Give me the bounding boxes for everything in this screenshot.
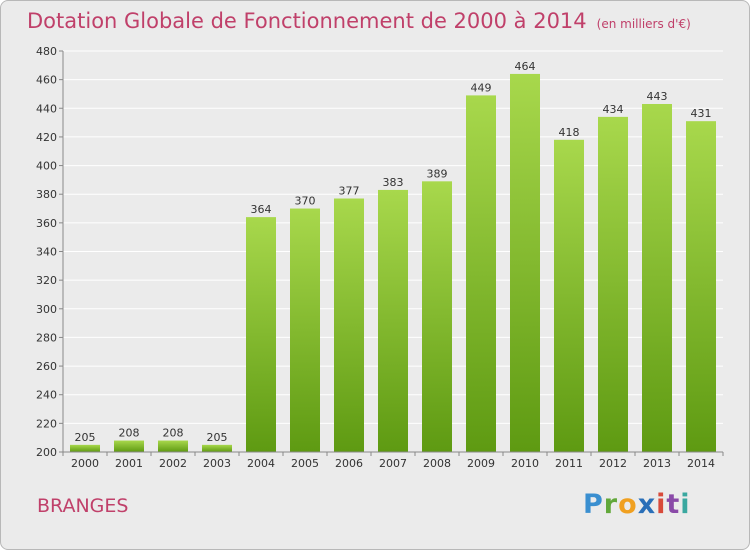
x-tick-label: 2013 [643,457,671,470]
data-label: 418 [559,126,580,139]
data-label: 205 [75,431,96,444]
bar [114,440,144,452]
bar [158,440,188,452]
x-tick-label: 2007 [379,457,407,470]
bar [246,217,276,452]
bar [70,444,100,452]
bar [202,444,232,452]
x-tick-label: 2002 [159,457,187,470]
y-tick-label: 280 [36,331,57,344]
axes: 200 220 240 260 280 300 320 340 360 380 400 420 440 4… [36,45,724,470]
x-tick-label: 2014 [687,457,715,470]
y-tick-label: 320 [36,274,57,287]
data-label: 464 [515,60,536,73]
y-tick-label: 220 [36,417,57,430]
x-tick-label: 2006 [335,457,363,470]
x-tick-label: 2012 [599,457,627,470]
x-tick-label: 2004 [247,457,275,470]
bar [466,95,496,453]
x-tick-label: 2005 [291,457,319,470]
y-tick-label: 260 [36,360,57,373]
data-label: 377 [339,185,360,198]
data-label: 370 [295,195,316,208]
y-tick-label: 340 [36,246,57,259]
bar [554,139,584,453]
bars: 205 208 208 205 364 370 377 383 389 449 464 418 434 4… [70,60,716,453]
y-tick-label: 300 [36,303,57,316]
data-label: 208 [119,427,140,440]
y-tick-label: 380 [36,188,57,201]
bar [378,189,408,453]
proxiti-logo: Proxiti [583,489,691,520]
data-label: 208 [163,427,184,440]
x-tick-label: 2001 [115,457,143,470]
y-tick-label: 460 [36,74,57,87]
y-tick-label: 400 [36,160,57,173]
y-tick-label: 240 [36,389,57,402]
y-tick-label: 200 [36,446,57,459]
data-label: 205 [207,431,228,444]
x-tick-label: 2010 [511,457,539,470]
data-label: 389 [427,167,448,180]
y-tick-label: 360 [36,217,57,230]
x-tick-label: 2008 [423,457,451,470]
bar [290,208,320,452]
x-tick-label: 2000 [71,457,99,470]
x-tick-label: 2011 [555,457,583,470]
data-label: 443 [647,90,668,103]
data-label: 449 [471,81,492,94]
bar [334,198,364,452]
y-tick-label: 440 [36,102,57,115]
bar [598,116,628,452]
bar [642,103,672,452]
data-label: 431 [691,107,712,120]
chart-unit: (en milliers d'€) [596,17,691,31]
chart-title: Dotation Globale de Fonctionnement de 20… [27,9,691,33]
town-name: BRANGES [37,495,129,517]
data-label: 383 [383,176,404,189]
bar [686,121,716,453]
bar [422,181,452,452]
y-tick-label: 480 [36,45,57,58]
x-tick-label: 2003 [203,457,231,470]
bar [510,73,540,453]
y-tick-label: 420 [36,131,57,144]
x-tick-label: 2009 [467,457,495,470]
data-label: 364 [251,203,272,216]
data-label: 434 [603,103,624,116]
chart-title-text: Dotation Globale de Fonctionnement de 20… [27,9,587,33]
